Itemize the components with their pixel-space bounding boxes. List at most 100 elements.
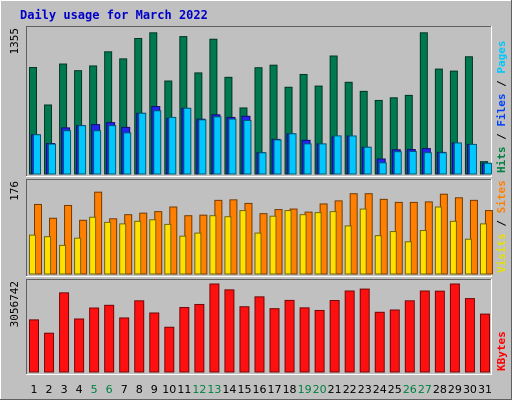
bar-pages-day-21 xyxy=(333,135,342,175)
day-label-7: 7 xyxy=(121,383,128,396)
bar-pages-day-23 xyxy=(363,146,372,175)
day-label-4: 4 xyxy=(76,383,83,396)
day-label-17: 17 xyxy=(268,383,282,396)
day-label-30: 30 xyxy=(463,383,477,396)
day-label-3: 3 xyxy=(61,383,68,396)
bar-pages-day-31 xyxy=(483,162,492,175)
bar-visits-day-16 xyxy=(254,232,262,275)
bar-pages-day-1 xyxy=(33,134,41,175)
bar-visits-day-29 xyxy=(449,220,457,275)
bar-pages-day-17 xyxy=(273,139,282,175)
y-max-label: 3056742 xyxy=(8,281,21,327)
day-label-11: 11 xyxy=(177,383,191,396)
bar-visits-day-28 xyxy=(434,206,442,275)
bar-visits-day-18 xyxy=(284,210,292,275)
day-label-1: 1 xyxy=(31,383,38,396)
bar-visits-day-31 xyxy=(479,223,487,275)
side-legend-visits: Visits xyxy=(495,233,508,273)
bar-sites-day-26 xyxy=(409,201,418,275)
bar-visits-day-26 xyxy=(404,241,412,275)
bar-kbytes-day-10 xyxy=(164,326,175,373)
day-label-19: 19 xyxy=(298,383,312,396)
bar-sites-day-3 xyxy=(64,204,73,275)
bar-visits-day-12 xyxy=(194,232,202,275)
day-label-21: 21 xyxy=(328,383,342,396)
bar-visits-day-14 xyxy=(224,216,232,275)
y-max-label: 1355 xyxy=(8,28,21,55)
bar-pages-day-6 xyxy=(108,125,117,175)
bar-kbytes-day-7 xyxy=(119,317,130,373)
bar-pages-day-24 xyxy=(378,162,387,175)
bar-kbytes-day-12 xyxy=(194,303,205,373)
bar-kbytes-day-16 xyxy=(254,296,265,373)
bar-kbytes-day-29 xyxy=(449,283,460,373)
day-label-27: 27 xyxy=(418,383,432,396)
bar-pages-day-30 xyxy=(468,143,477,175)
day-label-12: 12 xyxy=(192,383,206,396)
bar-kbytes-day-21 xyxy=(329,300,340,373)
day-label-23: 23 xyxy=(358,383,372,396)
day-label-2: 2 xyxy=(46,383,53,396)
side-legend: Hits / Files / Pages xyxy=(495,41,508,174)
bar-sites-day-30 xyxy=(469,199,478,275)
bar-kbytes-day-25 xyxy=(389,309,400,373)
side-legend-sites: Sites xyxy=(495,180,508,213)
bar-kbytes-day-26 xyxy=(404,300,415,373)
day-label-26: 26 xyxy=(403,383,417,396)
y-max-label: 176 xyxy=(8,181,21,201)
bar-visits-day-10 xyxy=(164,223,172,275)
day-label-25: 25 xyxy=(388,383,402,396)
bar-pages-day-2 xyxy=(48,143,57,175)
bar-kbytes-day-9 xyxy=(149,312,160,373)
bar-kbytes-day-3 xyxy=(59,292,70,373)
panels-group: 1355 Hits / Files / Pages 176 Visits / Site… xyxy=(8,26,508,375)
day-label-20: 20 xyxy=(313,383,327,396)
day-label-9: 9 xyxy=(151,383,158,396)
bar-pages-day-12 xyxy=(198,119,207,175)
day-label-6: 6 xyxy=(106,383,113,396)
bar-pages-day-8 xyxy=(138,112,147,175)
bar-kbytes-day-1 xyxy=(29,319,39,373)
bar-pages-day-7 xyxy=(123,132,132,175)
bar-visits-day-19 xyxy=(299,214,307,275)
day-axis: 1 2 3 4 5 6 7 8 9 10 11 12 13 14 15 16 17 18 19 20 21 22 23 24 2… xyxy=(31,383,492,396)
side-legend-kbytes: KBytes xyxy=(495,331,508,371)
bar-kbytes-day-22 xyxy=(344,290,355,373)
bar-visits-day-21 xyxy=(329,211,337,275)
bar-pages-day-4 xyxy=(78,125,87,175)
bar-visits-day-17 xyxy=(269,215,277,275)
bar-visits-day-15 xyxy=(239,210,247,275)
panel-requests: 1355 Hits / Files / Pages xyxy=(8,26,508,177)
side-legend: KBytes xyxy=(495,331,508,371)
day-label-18: 18 xyxy=(283,383,297,396)
bar-pages-day-19 xyxy=(303,143,312,175)
bar-pages-day-16 xyxy=(258,152,267,175)
side-legend-pages: Pages xyxy=(495,41,508,74)
bar-kbytes-day-24 xyxy=(374,311,385,373)
bar-visits-day-9 xyxy=(149,219,157,275)
bar-pages-day-20 xyxy=(318,143,327,175)
bar-pages-day-29 xyxy=(453,142,462,175)
day-label-16: 16 xyxy=(253,383,267,396)
bar-visits-day-2 xyxy=(44,236,52,275)
bar-kbytes-day-19 xyxy=(299,307,310,373)
day-label-5: 5 xyxy=(91,383,98,396)
day-label-14: 14 xyxy=(222,383,236,396)
bar-visits-day-27 xyxy=(419,230,427,275)
bar-kbytes-day-6 xyxy=(104,304,115,373)
day-label-28: 28 xyxy=(433,383,447,396)
bar-kbytes-day-28 xyxy=(434,290,445,373)
bar-visits-day-11 xyxy=(179,235,187,275)
day-label-24: 24 xyxy=(373,383,387,396)
side-legend-hits: Hits xyxy=(495,147,508,174)
bar-visits-day-7 xyxy=(119,223,127,275)
bar-pages-day-5 xyxy=(93,130,102,175)
bar-pages-day-14 xyxy=(228,118,237,175)
bar-pages-day-26 xyxy=(408,151,417,175)
bar-visits-day-8 xyxy=(134,220,142,275)
bar-visits-day-25 xyxy=(389,231,397,275)
bar-visits-day-1 xyxy=(29,234,36,275)
bar-pages-day-10 xyxy=(168,116,177,175)
day-label-10: 10 xyxy=(162,383,176,396)
